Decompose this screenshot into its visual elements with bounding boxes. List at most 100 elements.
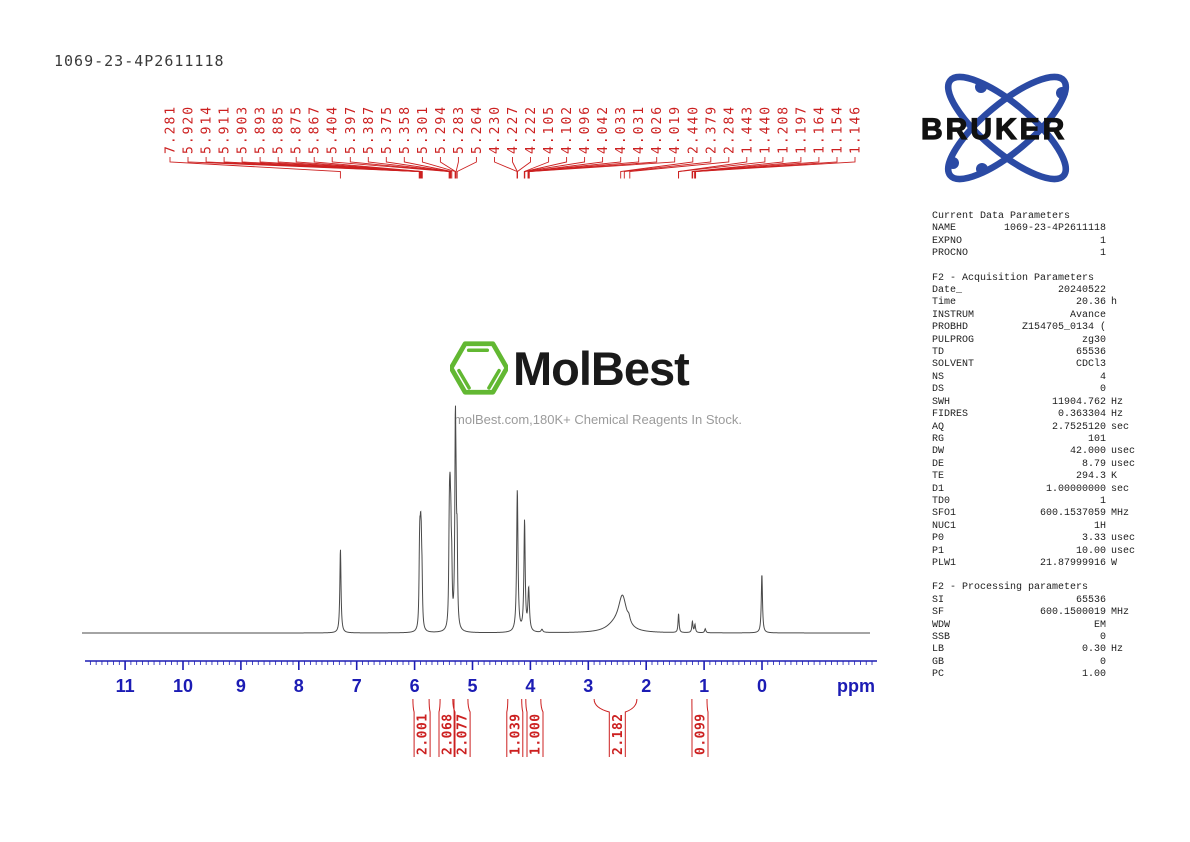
axis-tick-label: 0: [757, 676, 767, 696]
peak-label: 5.387: [362, 105, 377, 154]
peak-label: 4.026: [650, 105, 665, 154]
integral-group: 2.001 2.068 2.077 1.039 1.000 2.182 0.099: [412, 698, 709, 757]
parameter-unit: usec: [1111, 545, 1136, 557]
parameter-value: 1: [1099, 235, 1106, 247]
peak-label: 5.375: [380, 105, 395, 154]
parameter-value: 11904.762: [1051, 396, 1106, 408]
axis-tick-label: 11: [116, 676, 135, 696]
integral-bracket: [412, 698, 415, 757]
integral-bracket: [506, 698, 509, 757]
peak-label: 5.911: [218, 105, 233, 154]
parameter-value: 1.00: [1081, 669, 1106, 681]
parameter-table: Current Data Parameters NAME 1069-23-4P261…: [932, 211, 1147, 694]
parameter-row: PROCNO 1: [932, 248, 1147, 260]
axis-tick-label: 10: [173, 676, 193, 696]
peak-fan-line: [620, 157, 694, 179]
peak-fan-lines: [169, 157, 856, 179]
parameter-row: WDW EM: [932, 620, 1147, 632]
peak-label: 5.875: [290, 105, 305, 154]
peak-label: 2.284: [722, 105, 737, 154]
peak-label: 1.443: [740, 105, 755, 154]
parameter-value: 21.87999916: [1039, 557, 1106, 569]
parameter-row: TE 294.3 K: [932, 471, 1147, 483]
peak-label-group: 7.281 5.920 5.914 5.911 5.903 5.893 5.885 5.875…: [164, 105, 864, 154]
parameter-row: DS 0: [932, 384, 1147, 396]
parameter-unit: K: [1111, 471, 1118, 483]
peak-label: 2.379: [704, 105, 719, 154]
parameter-name: NS: [932, 371, 945, 383]
parameter-value: zg30: [1081, 334, 1106, 346]
parameter-unit: Hz: [1111, 644, 1124, 656]
parameter-value: 65536: [1075, 347, 1106, 359]
nmr-trace: [82, 405, 870, 634]
spectrum-curve: [82, 405, 870, 634]
axis-tick-label: 9: [236, 676, 246, 696]
parameter-unit: [1106, 384, 1111, 396]
parameter-value: 20.36: [1075, 297, 1106, 309]
peak-label: 1.164: [812, 105, 827, 154]
parameter-name: PROBHD: [932, 322, 969, 334]
bruker-wordmark: BRUKER: [921, 113, 1067, 146]
parameter-name: SF: [932, 607, 945, 619]
peak-fan-line: [313, 157, 423, 179]
parameter-section: F2 - Acquisition Parameters Date_ 20240522…: [932, 273, 1147, 571]
peak-label: 2.440: [686, 105, 701, 154]
parameter-row: NS 4: [932, 372, 1147, 384]
peak-label: 4.042: [596, 105, 611, 154]
parameter-value: 42.000: [1069, 446, 1106, 458]
peak-fan-line: [349, 157, 450, 179]
parameter-name: SOLVENT: [932, 359, 975, 371]
parameter-name: INSTRUM: [932, 309, 975, 321]
peak-fan-line: [623, 157, 712, 179]
integral-value: 1.039: [508, 713, 523, 755]
peak-fan-line: [241, 157, 421, 179]
parameter-value: 20240522: [1057, 285, 1106, 297]
parameter-name: SSB: [932, 632, 951, 643]
axis-tick-label: 2: [641, 676, 651, 696]
peak-label: 1.197: [794, 105, 809, 154]
peak-label: 4.031: [632, 105, 647, 154]
parameter-row: SWH 11904.762 Hz: [932, 397, 1147, 409]
peak-label: 4.033: [614, 105, 629, 154]
axis-tick-label: 7: [352, 676, 362, 696]
peak-fan-line: [385, 157, 452, 179]
parameter-row: SF 600.1500019 MHz: [932, 607, 1147, 619]
axis-tick-label: 3: [583, 676, 593, 696]
parameter-value: 4: [1099, 371, 1106, 383]
peak-fan-line: [527, 157, 604, 179]
peak-fan-line: [678, 157, 766, 179]
integral-bracket: [521, 698, 524, 757]
peak-label: 5.404: [326, 105, 341, 154]
parameter-row: EXPNO 1: [932, 236, 1147, 248]
peak-label: 1.154: [831, 105, 846, 154]
parameter-name: PC: [932, 669, 945, 681]
parameter-unit: [1106, 521, 1111, 533]
parameter-name: DE: [932, 458, 945, 470]
parameter-value: 1: [1099, 248, 1106, 260]
peak-fan-line: [524, 157, 586, 179]
parameter-name: LB: [932, 644, 945, 656]
parameter-name: P0: [932, 533, 945, 545]
parameter-name: Date_: [932, 285, 963, 297]
parameter-unit: [1106, 223, 1111, 235]
parameter-row: FIDRES 0.363304 Hz: [932, 409, 1147, 421]
peak-fan-line: [494, 157, 518, 179]
parameter-row: SI 65536: [932, 595, 1147, 607]
parameter-row: PULPROG zg30: [932, 335, 1147, 347]
parameter-unit: h: [1111, 297, 1118, 309]
parameter-row: NAME 1069-23-4P2611118: [932, 223, 1147, 235]
parameter-value: 0: [1099, 632, 1106, 643]
parameter-unit: [1106, 434, 1111, 446]
parameter-unit: [1106, 669, 1111, 681]
parameter-name: Time: [932, 297, 957, 309]
parameter-value: 600.1537059: [1039, 508, 1106, 520]
peak-label: 4.222: [524, 105, 539, 154]
parameter-unit: [1106, 359, 1111, 371]
parameter-unit: [1106, 335, 1111, 347]
parameter-unit: Hz: [1111, 396, 1124, 408]
parameter-name: DW: [932, 446, 945, 458]
integral-bracket: [428, 698, 431, 757]
parameter-name: D1: [932, 483, 945, 495]
peak-fan-line: [439, 157, 456, 179]
